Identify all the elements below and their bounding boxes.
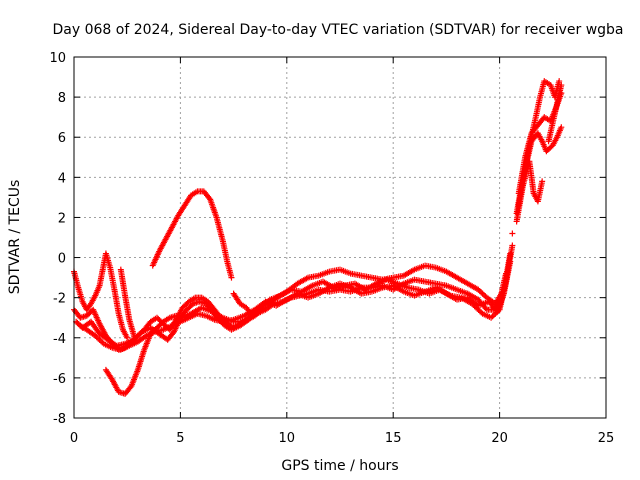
data-point bbox=[478, 309, 485, 316]
y-tick-label: 4 bbox=[58, 171, 66, 186]
grid bbox=[74, 57, 606, 418]
y-tick-label: -2 bbox=[53, 292, 66, 307]
x-tick-label: 0 bbox=[70, 431, 78, 446]
data-point bbox=[228, 274, 235, 281]
y-tick-label: 8 bbox=[58, 91, 66, 106]
series-track-3 bbox=[102, 78, 563, 397]
y-tick-label: -6 bbox=[53, 372, 66, 387]
series-track-2 bbox=[73, 124, 565, 349]
x-tick-label: 10 bbox=[279, 431, 296, 446]
data-point bbox=[509, 230, 516, 237]
data-point bbox=[507, 258, 514, 265]
y-tick-label: 0 bbox=[58, 252, 66, 267]
y-tick-label: 10 bbox=[49, 51, 66, 66]
series-track-4 bbox=[77, 82, 565, 353]
data-point bbox=[539, 178, 546, 185]
plot-frame bbox=[73, 56, 607, 419]
data-point bbox=[556, 78, 563, 85]
x-tick-label: 20 bbox=[491, 431, 508, 446]
y-tick-label: -4 bbox=[53, 332, 66, 347]
y-axis-label: SDTVAR / TECUs bbox=[7, 180, 23, 295]
data-point bbox=[247, 310, 254, 317]
data-point bbox=[507, 250, 514, 257]
x-tick-label: 25 bbox=[598, 431, 615, 446]
axes: 0 5 10 15 20 25 -8 -6 -4 -2 0 2 4 6 8 10 bbox=[49, 51, 614, 446]
y-tick-label: -8 bbox=[53, 412, 66, 427]
series-track-1 bbox=[71, 90, 565, 353]
data-point bbox=[509, 242, 516, 249]
chart-title: Day 068 of 2024, Sidereal Day-to-day VTE… bbox=[52, 22, 623, 38]
x-tick-label: 5 bbox=[176, 431, 184, 446]
data-marks bbox=[71, 78, 565, 397]
series-track-5 bbox=[149, 188, 235, 281]
data-point bbox=[558, 82, 565, 89]
data-point bbox=[132, 338, 139, 345]
y-tick-label: 2 bbox=[58, 211, 66, 226]
x-axis-label: GPS time / hours bbox=[281, 458, 398, 474]
data-point bbox=[124, 334, 131, 341]
data-point bbox=[558, 124, 565, 131]
x-tick-label: 15 bbox=[385, 431, 402, 446]
y-tick-label: 6 bbox=[58, 131, 66, 146]
